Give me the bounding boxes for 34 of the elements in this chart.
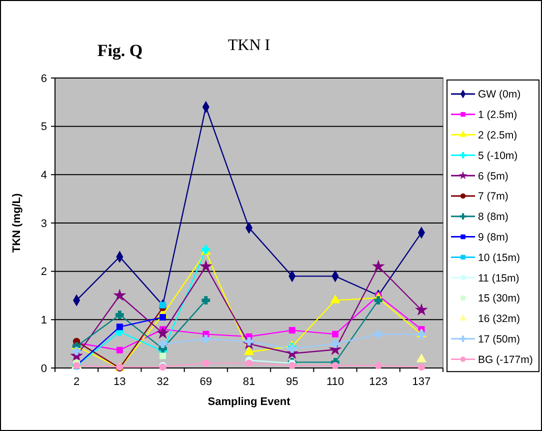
- x-tick-label: 2: [73, 376, 80, 388]
- legend-label: GW (0m): [478, 88, 521, 101]
- y-tick-label: 6: [40, 72, 47, 85]
- legend-label: 15 (30m): [478, 292, 520, 305]
- y-tick-label: 1: [40, 314, 47, 327]
- legend-label: 17 (50m): [478, 333, 520, 346]
- legend-label: 5 (-10m): [478, 150, 518, 162]
- legend-label: BG (-177m): [478, 354, 533, 366]
- x-tick-label: 110: [326, 376, 344, 388]
- x-tick-label: 81: [242, 376, 256, 388]
- y-tick-label: 0: [40, 362, 47, 375]
- legend-label: 10 (15m): [478, 252, 520, 264]
- y-tick-label: 2: [40, 266, 47, 278]
- x-tick-label: 69: [200, 376, 212, 388]
- chart-title: TKN I: [228, 37, 270, 54]
- legend-label: 8 (8m): [478, 211, 508, 224]
- legend-label: 7 (7m): [478, 190, 508, 203]
- x-axis-title: Sampling Event: [208, 396, 291, 408]
- x-tick-label: 13: [114, 376, 126, 388]
- y-axis-title: TKN (mg/L): [11, 193, 23, 253]
- text: Fig. Q: [97, 41, 143, 60]
- x-tick-label: 123: [369, 376, 388, 388]
- legend-label: 1 (2.5m): [478, 109, 518, 122]
- y-tick-label: 3: [40, 218, 47, 230]
- y-tick-label: 5: [40, 121, 47, 134]
- y-tick-label: 4: [40, 170, 47, 182]
- x-tick-label: 32: [156, 376, 169, 388]
- legend-label: 2 (2.5m): [478, 129, 518, 142]
- legend-label: 11 (15m): [478, 272, 520, 284]
- x-tick-label: 137: [412, 376, 431, 388]
- x-tick-label: 95: [286, 376, 298, 388]
- legend-label: 6 (5m): [478, 170, 508, 182]
- legend-label: 9 (8m): [478, 231, 508, 244]
- legend-label: 16 (32m): [478, 313, 520, 326]
